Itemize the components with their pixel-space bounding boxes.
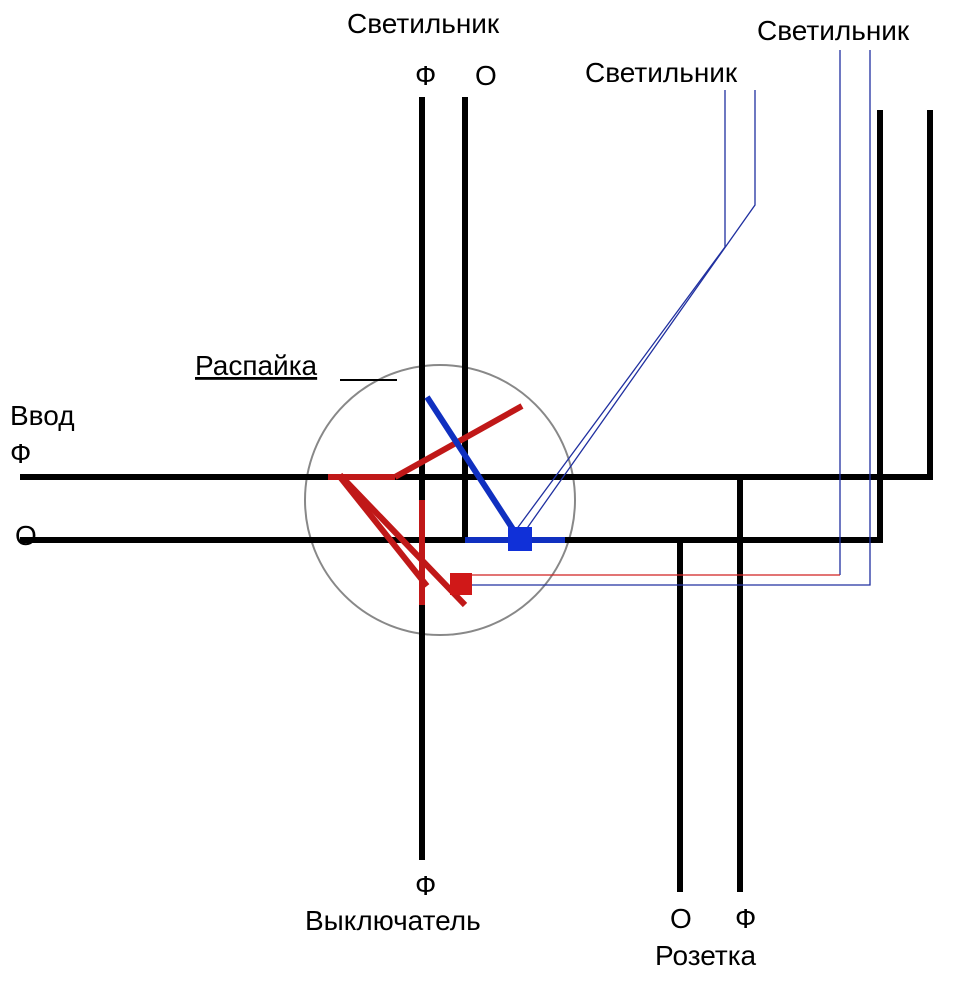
label-input: Ввод <box>10 400 75 431</box>
wires-black <box>20 97 930 892</box>
label-switch: Выключатель <box>305 905 481 936</box>
junction-box-circle <box>305 365 575 635</box>
label-raspayka: Распайка <box>195 350 318 381</box>
wires-thin-navy <box>462 50 870 585</box>
label-lamp-right-upper: Светильник <box>757 15 910 46</box>
label-phi-bottom-right: Ф <box>735 903 756 934</box>
label-socket: Розетка <box>655 940 757 971</box>
junction-red <box>450 573 472 595</box>
label-o-top: О <box>475 60 497 91</box>
label-phi-bottom-left: Ф <box>415 870 436 901</box>
wiring-diagram: Светильник Светильник Светильник Распайк… <box>0 0 960 982</box>
label-phi-top-left: Ф <box>415 60 436 91</box>
label-lamp-right-lower: Светильник <box>585 57 738 88</box>
label-phi-left-top: Ф <box>10 438 31 469</box>
label-o-bottom-right: О <box>670 903 692 934</box>
label-o-left: О <box>15 520 37 551</box>
junction-blue <box>508 527 532 551</box>
label-lamp-top: Светильник <box>347 8 500 39</box>
